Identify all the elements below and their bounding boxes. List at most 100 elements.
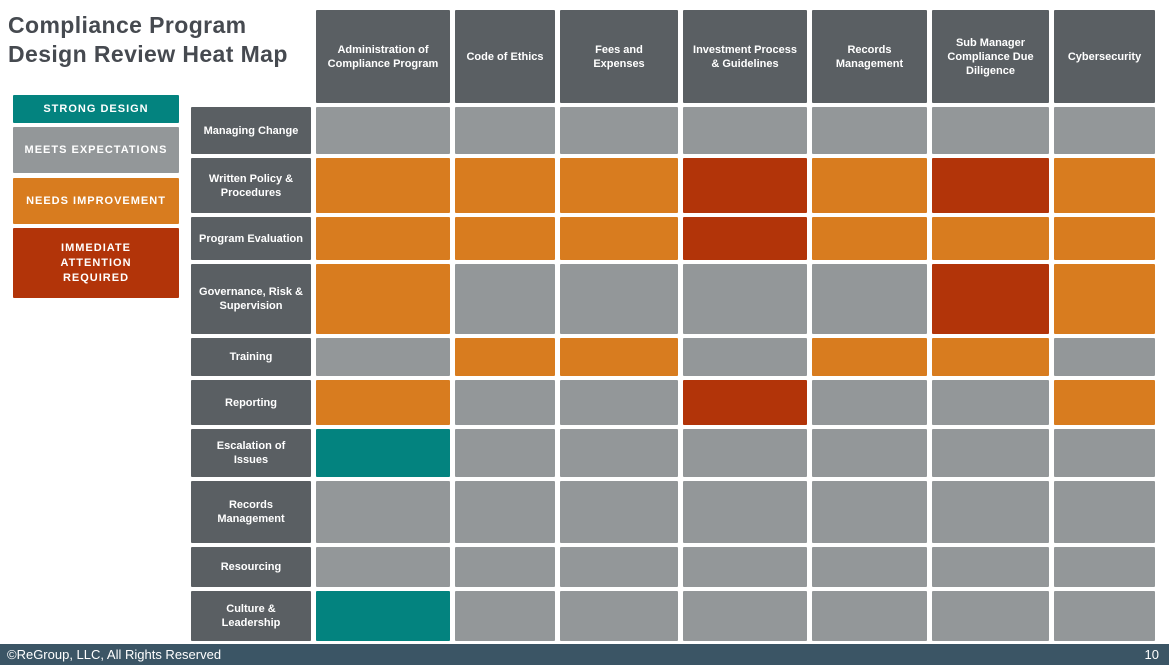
footer-bar: ©ReGroup, LLC, All Rights Reserved 10	[0, 644, 1169, 665]
heatmap-cell-r3-c3	[560, 217, 678, 260]
heatmap-cell-r10-c7	[1054, 591, 1155, 641]
heatmap-cell-r8-c6	[932, 481, 1049, 543]
heatmap-cell-r1-c5	[812, 107, 927, 154]
heatmap-cell-r8-c7	[1054, 481, 1155, 543]
heatmap-cell-r1-c2	[455, 107, 555, 154]
heatmap-cell-r3-c2	[455, 217, 555, 260]
heatmap-cell-r2-c5	[812, 158, 927, 213]
legend-item-needs-improvement: NEEDS IMPROVEMENT	[13, 178, 179, 224]
copyright-text: ©ReGroup, LLC, All Rights Reserved	[7, 647, 222, 662]
heatmap-cell-r7-c5	[812, 429, 927, 477]
row-header-9: Resourcing	[191, 547, 311, 587]
row-header-8: Records Management	[191, 481, 311, 543]
column-header-1: Administration of Compliance Program	[316, 10, 450, 103]
row-header-7: Escalation of Issues	[191, 429, 311, 477]
heatmap-cell-r10-c3	[560, 591, 678, 641]
heatmap-cell-r9-c7	[1054, 547, 1155, 587]
column-header-7: Cybersecurity	[1054, 10, 1155, 103]
heatmap-cell-r2-c6	[932, 158, 1049, 213]
heatmap-cell-r1-c4	[683, 107, 807, 154]
page-title: Compliance Program Design Review Heat Ma…	[8, 11, 288, 69]
heatmap-cell-r3-c4	[683, 217, 807, 260]
heatmap-cell-r10-c2	[455, 591, 555, 641]
heatmap-cell-r6-c6	[932, 380, 1049, 425]
grid-corner	[191, 10, 311, 103]
heatmap-cell-r4-c3	[560, 264, 678, 334]
heatmap-cell-r5-c5	[812, 338, 927, 376]
heatmap-cell-r9-c3	[560, 547, 678, 587]
heatmap-cell-r4-c4	[683, 264, 807, 334]
heatmap-cell-r2-c4	[683, 158, 807, 213]
row-header-10: Culture & Leadership	[191, 591, 311, 641]
column-header-3: Fees and Expenses	[560, 10, 678, 103]
heatmap-cell-r4-c5	[812, 264, 927, 334]
legend-label: IMMEDIATE ATTENTION REQUIRED	[60, 241, 132, 284]
heatmap-cell-r10-c1	[316, 591, 450, 641]
legend-label: NEEDS IMPROVEMENT	[26, 195, 166, 207]
heatmap-cell-r4-c6	[932, 264, 1049, 334]
heatmap-cell-r8-c2	[455, 481, 555, 543]
heatmap-cell-r4-c7	[1054, 264, 1155, 334]
heatmap-cell-r10-c5	[812, 591, 927, 641]
heatmap-cell-r4-c1	[316, 264, 450, 334]
heatmap-cell-r8-c1	[316, 481, 450, 543]
heatmap-cell-r6-c5	[812, 380, 927, 425]
legend-item-strong-design: STRONG DESIGN	[13, 95, 179, 123]
row-header-3: Program Evaluation	[191, 217, 311, 260]
heatmap-cell-r7-c3	[560, 429, 678, 477]
row-header-1: Managing Change	[191, 107, 311, 154]
heatmap-cell-r3-c1	[316, 217, 450, 260]
heatmap-cell-r6-c1	[316, 380, 450, 425]
heatmap-cell-r5-c4	[683, 338, 807, 376]
heatmap-cell-r6-c7	[1054, 380, 1155, 425]
heatmap-cell-r2-c2	[455, 158, 555, 213]
heatmap-cell-r9-c4	[683, 547, 807, 587]
page-title-line1: Compliance Program	[8, 12, 247, 38]
heatmap-cell-r2-c7	[1054, 158, 1155, 213]
heatmap-cell-r10-c4	[683, 591, 807, 641]
heatmap-cell-r5-c3	[560, 338, 678, 376]
heatmap-cell-r3-c7	[1054, 217, 1155, 260]
heatmap-cell-r2-c3	[560, 158, 678, 213]
legend-label: MEETS EXPECTATIONS	[24, 144, 168, 156]
heatmap-cell-r1-c6	[932, 107, 1049, 154]
heatmap-cell-r5-c7	[1054, 338, 1155, 376]
heatmap-cell-r8-c4	[683, 481, 807, 543]
heatmap-grid: Administration of Compliance Program Code…	[191, 10, 1155, 641]
heatmap-cell-r6-c4	[683, 380, 807, 425]
heatmap-cell-r7-c6	[932, 429, 1049, 477]
heatmap-cell-r8-c5	[812, 481, 927, 543]
heatmap-cell-r9-c1	[316, 547, 450, 587]
column-header-5: Records Management	[812, 10, 927, 103]
row-header-4: Governance, Risk & Supervision	[191, 264, 311, 334]
heatmap-cell-r1-c3	[560, 107, 678, 154]
heatmap-cell-r5-c6	[932, 338, 1049, 376]
column-header-6: Sub Manager Compliance Due Diligence	[932, 10, 1049, 103]
heatmap-cell-r3-c5	[812, 217, 927, 260]
page-number: 10	[1144, 647, 1159, 662]
heatmap-cell-r7-c1	[316, 429, 450, 477]
heatmap-cell-r7-c4	[683, 429, 807, 477]
heatmap-cell-r10-c6	[932, 591, 1049, 641]
heatmap-cell-r6-c2	[455, 380, 555, 425]
row-header-6: Reporting	[191, 380, 311, 425]
heatmap-cell-r6-c3	[560, 380, 678, 425]
heatmap-cell-r4-c2	[455, 264, 555, 334]
heatmap-cell-r9-c5	[812, 547, 927, 587]
heatmap-cell-r1-c7	[1054, 107, 1155, 154]
heatmap-cell-r9-c6	[932, 547, 1049, 587]
heatmap-cell-r9-c2	[455, 547, 555, 587]
legend-item-meets-expectations: MEETS EXPECTATIONS	[13, 127, 179, 173]
heatmap-cell-r3-c6	[932, 217, 1049, 260]
page-title-line2: Design Review Heat Map	[8, 41, 288, 67]
column-header-2: Code of Ethics	[455, 10, 555, 103]
legend-label: STRONG DESIGN	[43, 103, 149, 115]
heatmap-cell-r7-c2	[455, 429, 555, 477]
heatmap-cell-r8-c3	[560, 481, 678, 543]
column-header-4: Investment Process & Guidelines	[683, 10, 807, 103]
legend: STRONG DESIGN MEETS EXPECTATIONS NEEDS I…	[13, 95, 179, 298]
row-header-2: Written Policy & Procedures	[191, 158, 311, 213]
heatmap-cell-r1-c1	[316, 107, 450, 154]
heatmap-cell-r5-c1	[316, 338, 450, 376]
